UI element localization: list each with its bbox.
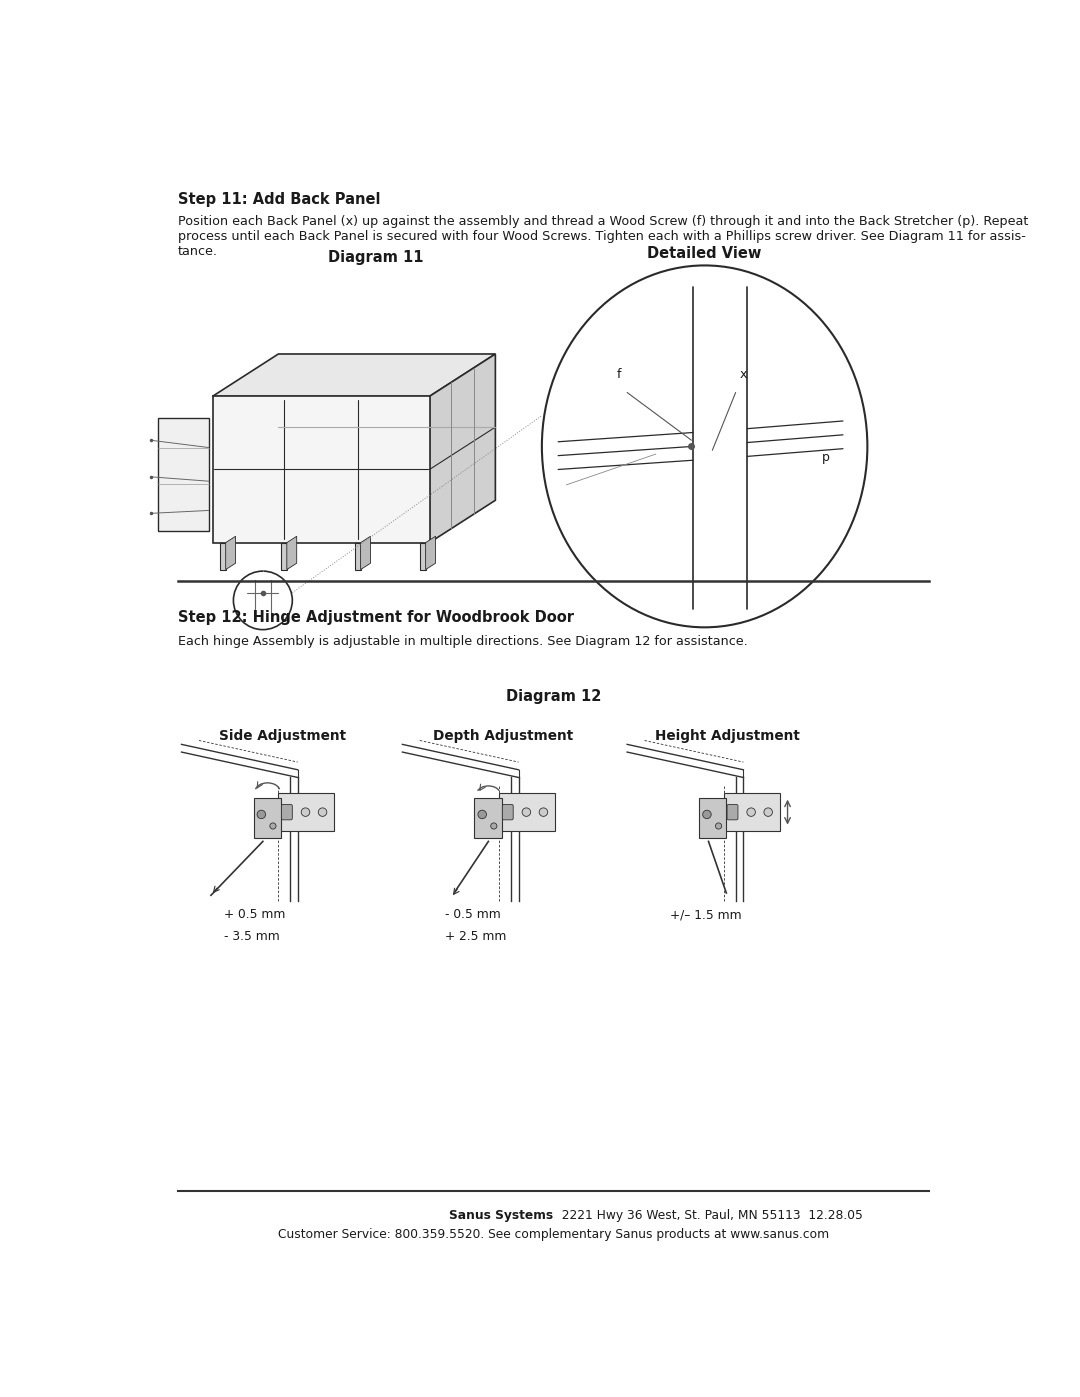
Polygon shape [159, 418, 208, 531]
Text: Step 11: Add Back Panel: Step 11: Add Back Panel [177, 193, 380, 207]
Text: x: x [740, 367, 747, 381]
Text: Diagram 12: Diagram 12 [505, 689, 602, 704]
FancyBboxPatch shape [727, 805, 738, 820]
Circle shape [490, 823, 497, 828]
Circle shape [478, 810, 486, 819]
Circle shape [764, 807, 772, 816]
Circle shape [301, 807, 310, 816]
Text: - 0.5 mm: - 0.5 mm [445, 908, 501, 922]
Text: +/– 1.5 mm: +/– 1.5 mm [670, 908, 741, 922]
Text: Step 12: Hinge Adjustment for Woodbrook Door: Step 12: Hinge Adjustment for Woodbrook … [177, 610, 573, 626]
Text: + 2.5 mm: + 2.5 mm [445, 930, 507, 943]
FancyBboxPatch shape [499, 793, 555, 831]
Polygon shape [213, 397, 430, 542]
Polygon shape [282, 542, 287, 570]
FancyBboxPatch shape [279, 793, 334, 831]
Circle shape [715, 823, 721, 828]
Text: 2221 Hwy 36 West, St. Paul, MN 55113  12.28.05: 2221 Hwy 36 West, St. Paul, MN 55113 12.… [554, 1210, 862, 1222]
Circle shape [257, 810, 266, 819]
Polygon shape [287, 536, 297, 570]
Polygon shape [420, 542, 426, 570]
FancyBboxPatch shape [474, 798, 501, 838]
Polygon shape [430, 353, 496, 542]
Text: + 0.5 mm: + 0.5 mm [225, 908, 285, 922]
Circle shape [539, 807, 548, 816]
FancyBboxPatch shape [699, 798, 727, 838]
Polygon shape [361, 536, 370, 570]
FancyBboxPatch shape [724, 793, 780, 831]
FancyBboxPatch shape [282, 805, 293, 820]
FancyBboxPatch shape [502, 805, 513, 820]
Text: Position each Back Panel (x) up against the assembly and thread a Wood Screw (f): Position each Back Panel (x) up against … [177, 215, 1028, 258]
Text: f: f [617, 367, 622, 381]
Polygon shape [355, 542, 361, 570]
Text: Detailed View: Detailed View [647, 246, 761, 261]
Circle shape [270, 823, 276, 828]
Text: Height Adjustment: Height Adjustment [656, 729, 800, 743]
Text: Customer Service: 800.359.5520. See complementary Sanus products at www.sanus.co: Customer Service: 800.359.5520. See comp… [278, 1228, 829, 1241]
Text: Diagram 11: Diagram 11 [327, 250, 423, 265]
Circle shape [747, 807, 755, 816]
Text: Side Adjustment: Side Adjustment [218, 729, 346, 743]
Polygon shape [213, 353, 496, 397]
Circle shape [319, 807, 327, 816]
Circle shape [703, 810, 712, 819]
Circle shape [522, 807, 530, 816]
FancyBboxPatch shape [254, 798, 281, 838]
Text: - 3.5 mm: - 3.5 mm [225, 930, 280, 943]
Text: Depth Adjustment: Depth Adjustment [433, 729, 573, 743]
Text: p: p [822, 451, 829, 464]
Text: Each hinge Assembly is adjustable in multiple directions. See Diagram 12 for ass: Each hinge Assembly is adjustable in mul… [177, 636, 747, 648]
Text: Sanus Systems: Sanus Systems [449, 1210, 554, 1222]
Polygon shape [426, 536, 435, 570]
Polygon shape [226, 536, 235, 570]
Polygon shape [220, 542, 226, 570]
